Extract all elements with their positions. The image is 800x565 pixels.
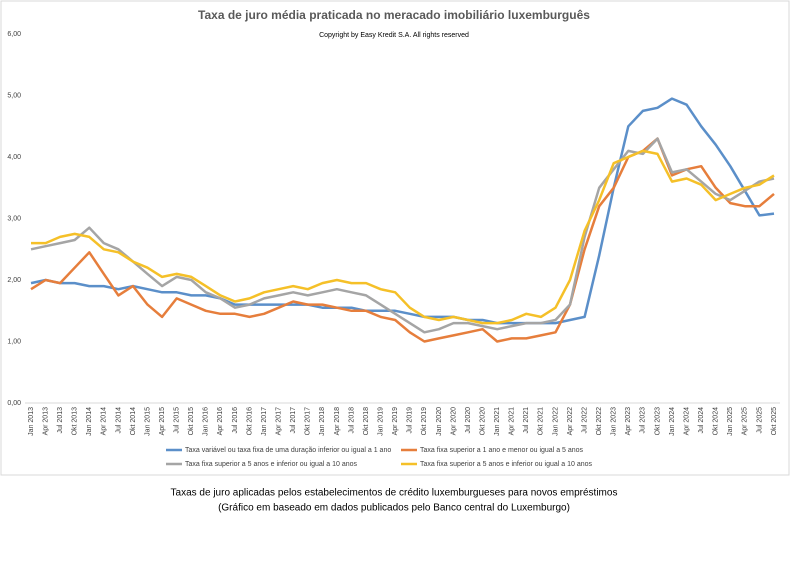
x-tick-label: Apr 2023 xyxy=(625,407,632,436)
x-tick-label: Jan 2016 xyxy=(203,407,210,436)
x-tick-label: Jul 2022 xyxy=(581,407,588,434)
legend-label: Taxa variável ou taxa fixa de uma duraçã… xyxy=(185,447,391,454)
line-series xyxy=(30,97,775,325)
y-tick-label: 1,00 xyxy=(7,338,21,345)
x-tick-label: Apr 2018 xyxy=(334,407,341,436)
x-tick-label: Jul 2019 xyxy=(407,407,414,434)
x-tick-label: Jul 2020 xyxy=(465,407,472,434)
x-tick-label: Jul 2015 xyxy=(174,407,181,434)
x-tick-label: Jan 2017 xyxy=(261,407,268,436)
x-tick-label: Jan 2018 xyxy=(319,407,326,436)
x-tick-label: Apr 2017 xyxy=(276,407,283,436)
y-tick-label: 5,00 xyxy=(7,92,21,99)
x-tick-label: Apr 2013 xyxy=(42,407,49,436)
x-tick-label: Okt 2017 xyxy=(305,407,312,436)
x-tick-label: Okt 2016 xyxy=(246,407,253,436)
x-tick-label: Jan 2023 xyxy=(611,407,618,436)
x-tick-label: Jul 2018 xyxy=(348,407,355,434)
x-tick-label: Apr 2020 xyxy=(450,407,457,436)
chart-border xyxy=(0,0,790,476)
x-tick-label: Okt 2018 xyxy=(363,407,370,436)
x-tick-label: Jan 2015 xyxy=(144,407,151,436)
x-tick-label: Apr 2019 xyxy=(392,407,399,436)
x-tick-label: Apr 2022 xyxy=(567,407,574,436)
line-series xyxy=(30,137,775,334)
x-tick-label: Apr 2014 xyxy=(101,407,108,436)
x-tick-label: Jul 2016 xyxy=(232,407,239,434)
x-tick-label: Apr 2021 xyxy=(509,407,516,436)
caption: (Gráfico em baseado em dados publicados … xyxy=(218,503,570,514)
x-tick-label: Jan 2022 xyxy=(552,407,559,436)
x-tick-label: Jul 2023 xyxy=(640,407,647,434)
x-tick-label: Apr 2016 xyxy=(217,407,224,436)
y-tick-label: 0,00 xyxy=(7,400,21,407)
y-tick-label: 2,00 xyxy=(7,277,21,284)
line-series xyxy=(31,149,775,325)
x-tick-label: Jul 2014 xyxy=(115,407,122,434)
x-tick-label: Apr 2015 xyxy=(159,407,166,436)
x-tick-label: Okt 2023 xyxy=(654,407,661,436)
x-tick-label: Jan 2019 xyxy=(377,407,384,436)
x-tick-label: Apr 2025 xyxy=(742,407,749,436)
legend-label: Taxa fixa superior a 1 ano e menor ou ig… xyxy=(420,447,584,454)
x-tick-label: Okt 2013 xyxy=(72,407,79,436)
y-tick-label: 6,00 xyxy=(7,31,21,38)
x-tick-label: Okt 2022 xyxy=(596,407,603,436)
x-tick-label: Apr 2024 xyxy=(683,407,690,436)
chart-title: Taxa de juro média praticada no meracado… xyxy=(198,8,590,22)
x-tick-label: Okt 2014 xyxy=(130,407,137,436)
x-tick-label: Jul 2025 xyxy=(756,407,763,434)
x-tick-label: Okt 2020 xyxy=(479,407,486,436)
x-tick-label: Jul 2024 xyxy=(698,407,705,434)
x-tick-label: Jan 2014 xyxy=(86,407,93,436)
x-tick-label: Okt 2025 xyxy=(771,407,778,436)
x-tick-label: Jan 2021 xyxy=(494,407,501,436)
x-tick-label: Okt 2019 xyxy=(421,407,428,436)
y-tick-label: 3,00 xyxy=(7,215,21,222)
x-tick-label: Okt 2015 xyxy=(188,407,195,436)
y-tick-label: 4,00 xyxy=(7,154,21,161)
x-tick-label: Jul 2021 xyxy=(523,407,530,434)
x-tick-label: Jan 2024 xyxy=(669,407,676,436)
x-tick-label: Jul 2013 xyxy=(57,407,64,434)
x-tick-label: Jan 2025 xyxy=(727,407,734,436)
chart-subtitle: Copyright by Easy Kredit S.A. All rights… xyxy=(319,32,469,39)
x-tick-label: Jan 2013 xyxy=(28,407,35,436)
x-tick-label: Okt 2024 xyxy=(713,407,720,436)
legend-label: Taxa fixa superior a 5 anos e inferior o… xyxy=(420,461,592,468)
x-tick-label: Jul 2017 xyxy=(290,407,297,434)
x-tick-label: Okt 2021 xyxy=(538,407,545,436)
x-tick-label: Jan 2020 xyxy=(436,407,443,436)
caption: Taxas de juro aplicadas pelos estabeleci… xyxy=(171,488,618,499)
legend-label: Taxa fixa superior a 5 anos e inferior o… xyxy=(185,461,357,468)
